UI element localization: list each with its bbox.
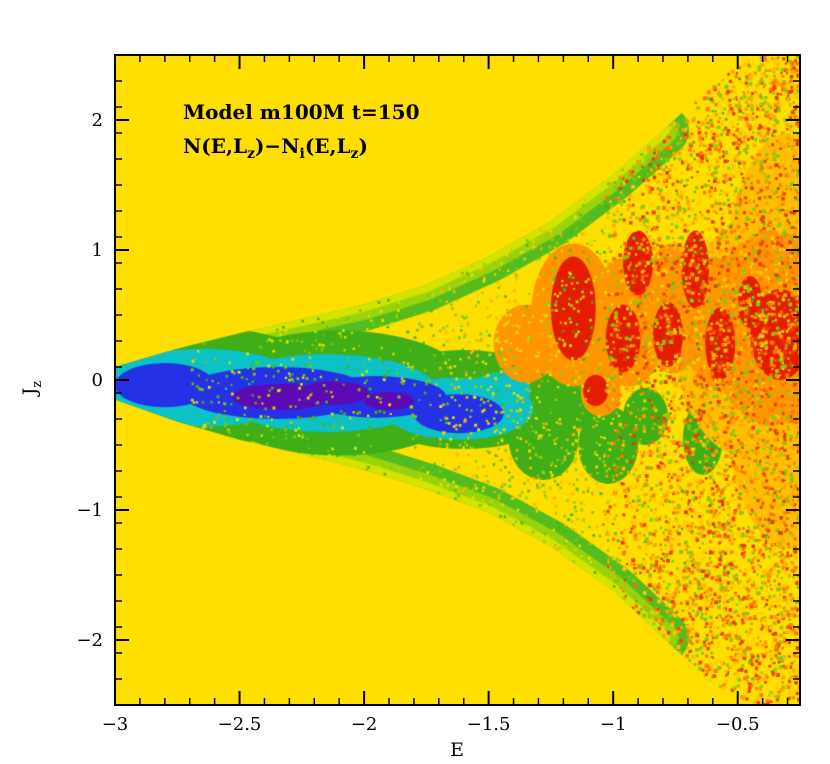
y-tick-label: 1 xyxy=(92,240,103,261)
annotation-model-line: Model m100M t=150 xyxy=(183,100,420,124)
y-tick-label: 2 xyxy=(92,110,103,131)
x-tick-label: −3 xyxy=(102,714,129,735)
annotation-subscript: z xyxy=(247,146,255,162)
annotation-subscript: z xyxy=(351,146,359,162)
annotation-part: N(E,L xyxy=(183,134,247,158)
x-tick-label: −0.5 xyxy=(716,714,760,735)
x-tick-label: −2.5 xyxy=(218,714,262,735)
y-tick-labels: −2 −1 0 1 2 xyxy=(76,110,103,651)
x-tick-labels: −3 −2.5 −2 −1.5 −1 −0.5 xyxy=(102,714,760,735)
annotation-part: )−N xyxy=(255,134,300,158)
y-axis-label: Jz xyxy=(19,381,45,398)
y-axis-label-main: J xyxy=(19,388,41,398)
y-tick-label: −1 xyxy=(76,500,103,521)
annotation-quantity-line: N(E,Lz)−Ni(E,Lz) xyxy=(183,134,368,162)
annotation-part: (E,L xyxy=(305,134,351,158)
x-tick-label: −2 xyxy=(351,714,378,735)
annotation-part: ) xyxy=(359,134,368,158)
x-tick-label: −1 xyxy=(600,714,627,735)
x-tick-label: −1.5 xyxy=(467,714,511,735)
axis-ticks xyxy=(114,55,800,705)
annotation-subscript: i xyxy=(299,146,304,162)
y-axis-label-sub: z xyxy=(30,381,45,388)
x-axis-label: E xyxy=(450,739,464,761)
y-tick-label: −2 xyxy=(76,630,103,651)
y-tick-label: 0 xyxy=(92,370,103,391)
